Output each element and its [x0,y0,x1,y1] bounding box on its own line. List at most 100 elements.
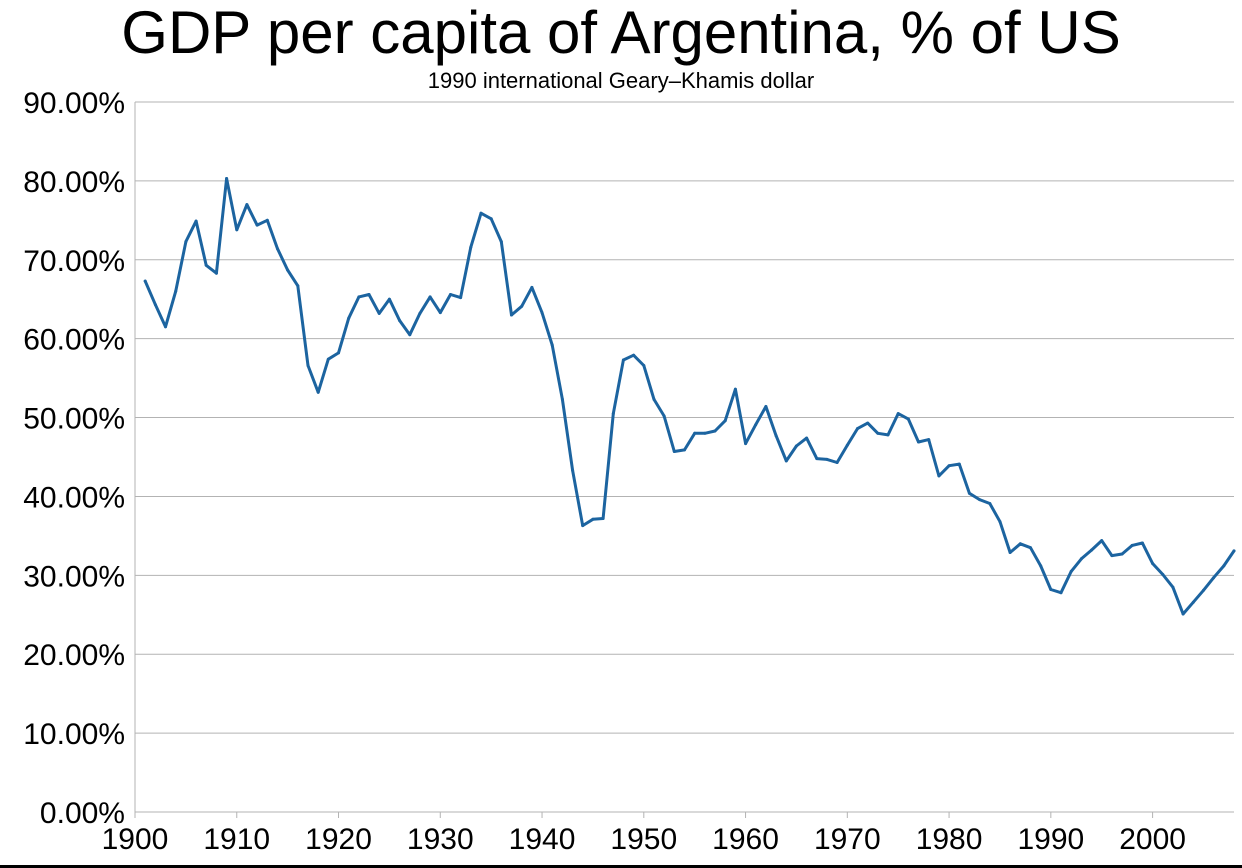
data-point [947,464,951,468]
data-point [1151,562,1155,565]
data-point [245,203,249,207]
data-point [835,461,839,464]
x-tick-label: 1910 [203,823,270,856]
data-point [469,245,473,249]
data-point [825,457,829,461]
data-point [1090,548,1093,552]
data-point [876,431,880,435]
axis-layer [134,102,1154,818]
data-point [276,247,279,251]
data-point [1069,569,1073,573]
data-point [683,448,686,452]
data-point [591,517,595,521]
data-point [1100,539,1104,543]
data-point [357,295,361,299]
data-point [499,240,503,244]
y-tick-label: 70.00% [23,245,125,278]
data-point [621,358,625,362]
data-point [988,502,992,505]
data-point [204,263,208,267]
data-point [957,462,961,466]
data-point [794,444,798,448]
frame-bottom-border [0,865,1242,868]
data-point [978,498,982,502]
data-point [896,412,900,416]
data-point [225,177,229,180]
data-point [560,397,564,401]
data-point [601,517,605,520]
data-point [479,211,483,215]
data-point [1171,585,1175,589]
data-point [316,390,320,394]
x-tick-label: 1920 [305,823,372,856]
data-point [510,313,513,317]
data-point [1120,552,1124,556]
data-point [347,316,351,320]
grid-layer [135,101,1234,813]
data-point [418,311,422,315]
data-point [438,311,442,315]
data-point [306,364,310,367]
y-tick-label: 30.00% [23,560,125,593]
chart-subtitle: 1990 international Geary–Khamis dollar [427,68,815,93]
data-point [672,450,676,453]
data-point [744,442,748,446]
data-point [408,333,412,337]
data-point [611,412,615,416]
data-point [1212,576,1216,580]
data-point [153,303,157,307]
data-point [1079,557,1083,561]
data-point [143,279,147,283]
data-point [856,427,859,431]
data-point [866,421,870,425]
data-point [774,434,778,438]
data-point [917,440,920,444]
data-point [1029,546,1032,550]
data-point [1222,564,1226,568]
x-tick-label: 2000 [1119,823,1186,856]
x-tick-label: 1960 [712,823,779,856]
series-layer [143,177,1236,616]
data-point [1161,573,1165,576]
y-tick-label: 20.00% [23,639,125,672]
data-point [886,433,890,437]
data-point [845,443,849,447]
data-point [184,240,188,244]
data-point [387,297,391,301]
data-point [581,524,585,528]
data-point [489,217,493,221]
data-point [1181,612,1185,616]
y-tick-labels: 0.00% 10.00% 20.00% 30.00% 40.00% 50.00% 60.00… [23,87,125,830]
x-tick-label: 1980 [916,823,983,856]
data-point [754,423,758,427]
y-tick-label: 0.00% [40,797,125,830]
x-tick-label: 1970 [814,823,881,856]
data-point [1130,543,1134,547]
x-tick-label: 1930 [407,823,474,856]
x-tick-label: 1900 [102,823,169,856]
data-point [998,520,1002,524]
data-point [632,353,636,357]
data-point [764,405,768,408]
data-point [662,414,666,418]
data-point [1008,551,1012,554]
y-tick-label: 50.00% [23,403,125,436]
data-point [398,319,402,322]
data-point [194,219,198,223]
x-tick-label: 1940 [509,823,576,856]
data-point [815,457,819,461]
y-tick-label: 40.00% [23,481,125,514]
data-point [459,296,463,300]
x-tick-label: 1990 [1017,823,1084,856]
data-point [713,429,717,433]
data-point [530,285,534,289]
data-point [784,459,788,463]
data-point [428,295,432,299]
data-point [449,293,452,296]
data-point [367,293,371,296]
series-line [143,177,1236,616]
data-point [265,218,269,222]
data-point [1140,541,1144,545]
data-point [550,343,554,347]
